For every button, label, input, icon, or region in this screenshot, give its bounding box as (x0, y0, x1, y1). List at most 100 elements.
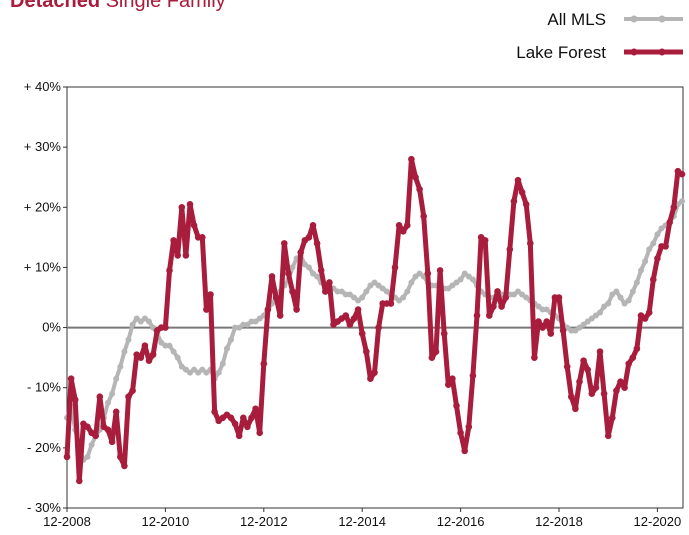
point (145, 357, 153, 364)
point (260, 360, 268, 367)
point (461, 270, 468, 277)
point (535, 318, 542, 325)
point (654, 231, 661, 238)
point (642, 258, 649, 265)
point (572, 405, 579, 413)
x-tick-label: 12-2016 (437, 514, 485, 529)
point (281, 240, 288, 247)
point (543, 306, 550, 313)
point (289, 264, 296, 271)
x-tick-label: 12-2012 (240, 514, 288, 529)
point (358, 330, 366, 337)
point (309, 222, 317, 229)
point (449, 375, 456, 382)
point (613, 387, 620, 395)
point (166, 342, 173, 349)
point (502, 294, 510, 301)
point (506, 246, 514, 253)
y-tick-label: - 10% (27, 380, 61, 395)
point (174, 354, 181, 361)
point (248, 414, 255, 422)
point (375, 324, 382, 331)
point (129, 321, 136, 328)
point (621, 384, 628, 392)
point (543, 318, 550, 325)
point (391, 264, 399, 271)
point (617, 294, 624, 301)
point (236, 324, 243, 331)
point (473, 312, 481, 319)
point (137, 318, 144, 325)
point (219, 360, 226, 367)
point (141, 342, 149, 349)
point (539, 306, 546, 313)
point (609, 291, 616, 298)
point (469, 372, 477, 379)
point (272, 294, 280, 301)
point (641, 315, 649, 322)
point (453, 279, 460, 286)
legend-dot (630, 15, 638, 23)
point (346, 321, 354, 328)
point (613, 288, 620, 295)
point (105, 399, 111, 406)
point (654, 255, 661, 262)
point (338, 288, 345, 295)
point (555, 294, 563, 301)
point (133, 315, 140, 322)
point (580, 357, 587, 364)
point (539, 324, 546, 331)
point (588, 315, 595, 322)
point (268, 273, 276, 280)
point (88, 441, 95, 448)
point (514, 176, 522, 184)
point (227, 414, 235, 422)
point (244, 423, 251, 431)
point (313, 240, 321, 247)
point (317, 267, 325, 274)
point (568, 393, 575, 401)
point (404, 222, 411, 229)
point (354, 306, 362, 313)
chart-title: Detached Single Family (10, 0, 226, 12)
point (457, 276, 464, 283)
point (67, 375, 75, 382)
point (650, 240, 657, 247)
point (96, 393, 104, 401)
point (494, 288, 501, 295)
point (256, 429, 264, 437)
point (346, 291, 353, 298)
point (162, 324, 169, 331)
y-tick-label: - 30% (27, 500, 61, 515)
point (305, 234, 313, 241)
point (182, 252, 190, 259)
y-tick-label: + 30% (24, 139, 62, 154)
point (113, 375, 120, 382)
point (518, 188, 526, 196)
point (125, 336, 132, 343)
point (285, 270, 292, 277)
point (412, 273, 419, 280)
point (92, 432, 99, 440)
point (563, 363, 571, 370)
point (445, 381, 452, 389)
point (432, 348, 440, 355)
point (679, 198, 685, 205)
point (125, 393, 132, 401)
point (486, 312, 493, 319)
point (633, 279, 640, 286)
point (629, 354, 637, 361)
point (305, 264, 312, 271)
point (408, 279, 415, 286)
point (416, 185, 423, 193)
point (428, 354, 436, 361)
point (182, 366, 189, 373)
point (121, 348, 128, 355)
point (420, 213, 428, 220)
point (584, 318, 591, 325)
point (662, 243, 669, 250)
point (363, 348, 370, 355)
point (322, 288, 329, 295)
point (190, 222, 198, 229)
